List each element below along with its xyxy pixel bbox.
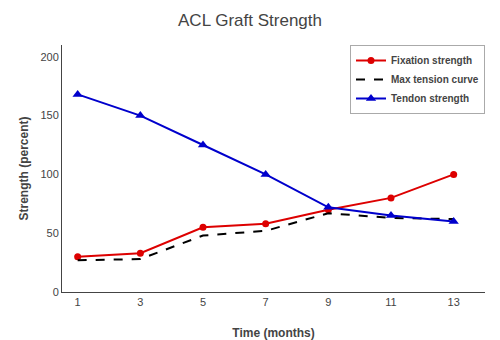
svg-text:Fixation strength: Fixation strength	[391, 55, 472, 66]
svg-text:Strength (percent): Strength (percent)	[17, 116, 31, 220]
svg-text:Time (months): Time (months)	[232, 326, 314, 340]
svg-text:9: 9	[325, 296, 331, 308]
svg-text:7: 7	[263, 296, 269, 308]
svg-text:Max tension curve: Max tension curve	[391, 74, 479, 85]
svg-text:Tendon strength: Tendon strength	[391, 93, 469, 104]
svg-text:100: 100	[40, 168, 58, 180]
svg-text:50: 50	[47, 227, 59, 239]
svg-text:200: 200	[40, 51, 58, 63]
svg-text:1: 1	[75, 296, 81, 308]
svg-text:0: 0	[53, 286, 59, 298]
svg-text:11: 11	[385, 296, 396, 308]
svg-text:3: 3	[137, 296, 143, 308]
svg-text:5: 5	[200, 296, 206, 308]
svg-text:150: 150	[40, 109, 58, 121]
svg-text:ACL Graft Strength: ACL Graft Strength	[178, 11, 322, 30]
svg-text:13: 13	[448, 296, 460, 308]
